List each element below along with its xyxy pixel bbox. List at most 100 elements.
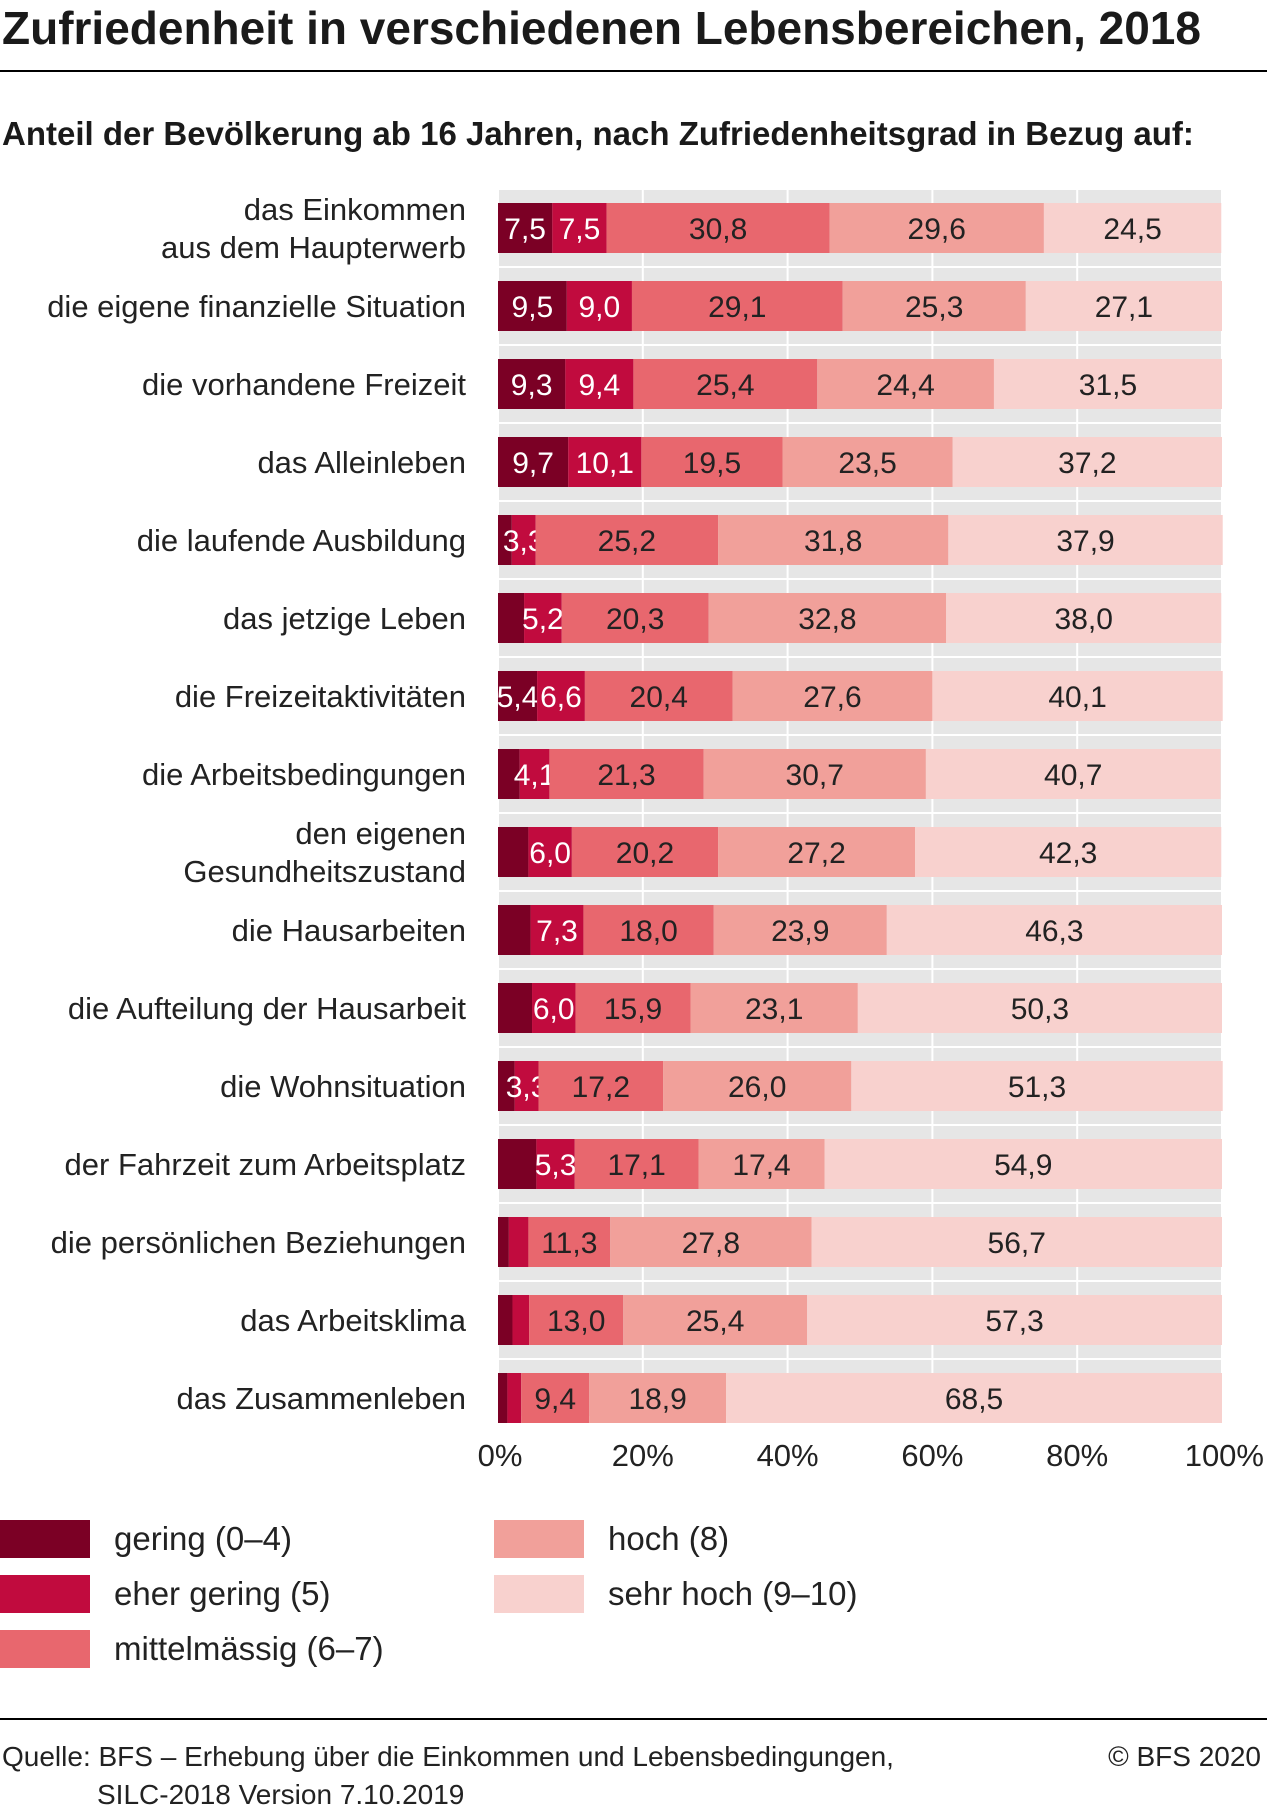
legend-swatch bbox=[0, 1575, 90, 1613]
bar-segment bbox=[584, 671, 733, 721]
bar-segment bbox=[698, 1139, 825, 1189]
data-label: 13,0 bbox=[547, 1305, 605, 1338]
category-label: die vorhandene Freizeit bbox=[142, 367, 466, 402]
data-label: 6,6 bbox=[540, 681, 582, 714]
bar-segment bbox=[842, 281, 1026, 331]
bar-segment bbox=[732, 671, 933, 721]
bar-segment bbox=[690, 983, 858, 1033]
bar-segment bbox=[1043, 203, 1222, 253]
bar-segment bbox=[498, 827, 529, 877]
bar-segment bbox=[952, 437, 1222, 487]
data-label: 17,4 bbox=[732, 1149, 790, 1182]
data-label: 29,1 bbox=[708, 291, 766, 324]
bar-segment bbox=[507, 1373, 522, 1423]
bar-segment bbox=[708, 593, 947, 643]
bar-segment bbox=[498, 593, 525, 643]
bar-segment bbox=[498, 203, 553, 253]
bar-segment bbox=[782, 437, 953, 487]
data-label: 25,3 bbox=[905, 291, 963, 324]
data-label: 27,6 bbox=[803, 681, 861, 714]
bar-segment bbox=[521, 1373, 590, 1423]
data-label: 4,1 bbox=[514, 759, 556, 792]
category-label: die laufende Ausbildung bbox=[137, 523, 466, 558]
bar-segment bbox=[571, 827, 719, 877]
bar-segment bbox=[514, 1061, 539, 1111]
bar-segment bbox=[932, 671, 1223, 721]
bar-segment bbox=[568, 437, 642, 487]
bar-segment bbox=[566, 281, 632, 331]
data-label: 23,9 bbox=[771, 915, 829, 948]
source-note: Quelle: BFS – Erhebung über die Einkomme… bbox=[2, 1738, 894, 1814]
category-label: die Arbeitsbedingungen bbox=[142, 757, 466, 792]
chart-subtitle: Anteil der Bevölkerung ab 16 Jahren, nac… bbox=[2, 115, 1194, 152]
bar-segment bbox=[718, 515, 949, 565]
x-tick-label: 80% bbox=[1046, 1438, 1108, 1473]
data-label: 7,5 bbox=[504, 213, 546, 246]
legend-swatch bbox=[494, 1520, 584, 1558]
bar-segment bbox=[807, 1295, 1222, 1345]
category-label: Gesundheitszustand bbox=[183, 854, 466, 889]
data-label: 27,2 bbox=[787, 837, 845, 870]
data-label: 7,3 bbox=[536, 915, 578, 948]
bar-segment bbox=[948, 515, 1223, 565]
legend-item: mittelmässig (6–7) bbox=[0, 1630, 384, 1668]
category-label: die eigene finanzielle Situation bbox=[47, 289, 466, 324]
bar-segment bbox=[817, 359, 994, 409]
bar-segment bbox=[552, 203, 607, 253]
data-label: 18,9 bbox=[628, 1383, 686, 1416]
copyright: © BFS 2020 bbox=[1108, 1741, 1261, 1772]
bar-segment bbox=[498, 1061, 515, 1111]
data-label: 31,8 bbox=[804, 525, 862, 558]
data-label: 10,1 bbox=[576, 447, 634, 480]
bar-segment bbox=[528, 1217, 611, 1267]
category-label: das Einkommen bbox=[244, 192, 466, 227]
bar-segment bbox=[498, 749, 520, 799]
data-label: 15,9 bbox=[604, 993, 662, 1026]
data-label: 23,5 bbox=[838, 447, 896, 480]
legend-swatch bbox=[494, 1575, 584, 1613]
x-tick-label: 40% bbox=[757, 1438, 819, 1473]
bar-segment bbox=[537, 671, 585, 721]
category-label: das Arbeitsklima bbox=[240, 1303, 466, 1338]
legend-item: sehr hoch (9–10) bbox=[494, 1575, 857, 1613]
bar-segment bbox=[532, 983, 576, 1033]
data-label: 9,4 bbox=[534, 1383, 576, 1416]
bar-segment bbox=[498, 671, 538, 721]
category-label: die Aufteilung der Hausarbeit bbox=[68, 991, 466, 1026]
bar-segment bbox=[606, 203, 830, 253]
category-label: die persönlichen Beziehungen bbox=[51, 1225, 466, 1260]
data-label: 25,4 bbox=[696, 369, 754, 402]
data-label: 6,0 bbox=[533, 993, 575, 1026]
legend-swatch bbox=[0, 1520, 90, 1558]
bar-segment bbox=[498, 437, 569, 487]
data-label: 37,9 bbox=[1056, 525, 1114, 558]
data-label: 27,8 bbox=[682, 1227, 740, 1260]
bar-segment bbox=[726, 1373, 1222, 1423]
bar-segment bbox=[857, 983, 1222, 1033]
legend-label: eher gering (5) bbox=[114, 1575, 331, 1612]
bar-segment bbox=[718, 827, 916, 877]
category-label: die Freizeitaktivitäten bbox=[175, 679, 466, 714]
category-label: das Alleinleben bbox=[257, 445, 466, 480]
category-label: das jetzige Leben bbox=[223, 601, 466, 636]
chart-title: Zufriedenheit in verschiedenen Lebensber… bbox=[2, 2, 1201, 54]
data-label: 27,1 bbox=[1095, 291, 1153, 324]
data-label: 17,1 bbox=[607, 1149, 665, 1182]
data-label: 57,3 bbox=[985, 1305, 1043, 1338]
footer-divider bbox=[0, 1718, 1267, 1720]
bar-segment bbox=[946, 593, 1222, 643]
bar-segment bbox=[498, 983, 533, 1033]
bar-segment bbox=[565, 359, 634, 409]
bar-segment bbox=[886, 905, 1222, 955]
bar-segment bbox=[925, 749, 1221, 799]
data-label: 56,7 bbox=[988, 1227, 1046, 1260]
category-label: aus dem Haupterwerb bbox=[161, 230, 466, 265]
data-label: 29,6 bbox=[908, 213, 966, 246]
legend-item: eher gering (5) bbox=[0, 1575, 330, 1613]
bar-segment bbox=[536, 1139, 575, 1189]
data-label: 30,8 bbox=[689, 213, 747, 246]
bar-segment bbox=[641, 437, 783, 487]
bar-segment bbox=[915, 827, 1222, 877]
bar-segment bbox=[851, 1061, 1223, 1111]
